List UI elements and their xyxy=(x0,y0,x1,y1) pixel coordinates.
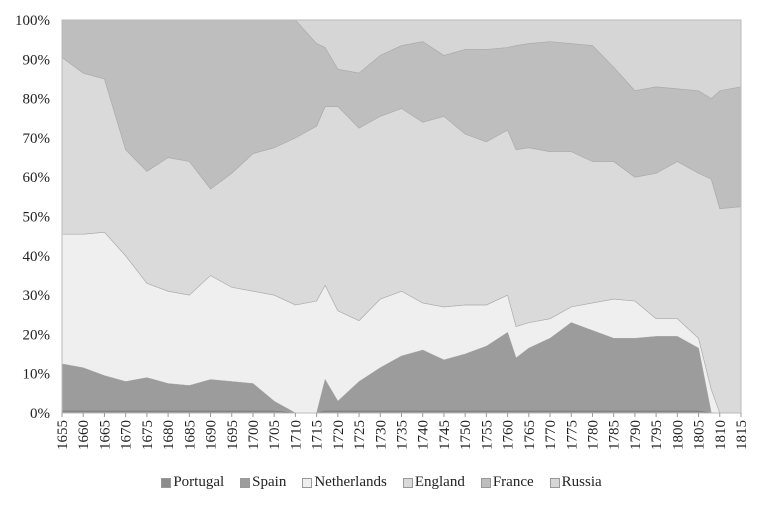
y-axis: 0% 10% 20% 30% 40% 50% 60% 70% 80% 90% 100% xyxy=(15,13,50,422)
legend-swatch xyxy=(402,477,413,488)
x-tick-label: 1785 xyxy=(607,420,623,450)
legend-item-france: France xyxy=(480,474,534,491)
y-tick-label: 60% xyxy=(23,170,51,186)
y-tick-label: 50% xyxy=(23,210,51,226)
y-tick-label: 90% xyxy=(23,52,51,68)
x-tick-label: 1700 xyxy=(246,420,262,450)
y-tick-label: 100% xyxy=(15,13,50,29)
x-tick-label: 1670 xyxy=(119,420,135,450)
stacked-area-plot: 0%10%20%30%40%50%60%70%80%90%100% 1655 16… xyxy=(15,13,750,450)
legend-item-netherlands: Netherlands xyxy=(302,474,387,491)
x-tick-label: 1730 xyxy=(373,420,389,450)
y-tick-label: 10% xyxy=(23,367,51,383)
x-tick-label: 1695 xyxy=(225,420,241,450)
legend-item-england: England xyxy=(402,474,465,491)
x-tick-label: 1790 xyxy=(628,420,644,450)
legend-item-spain: Spain xyxy=(240,474,286,491)
x-tick-label: 1740 xyxy=(416,420,432,450)
legend-label: Netherlands xyxy=(314,474,387,490)
x-tick-label: 1720 xyxy=(331,420,347,450)
legend-swatch xyxy=(480,477,491,488)
x-tick-label: 1735 xyxy=(395,420,411,450)
x-tick-label: 1705 xyxy=(267,420,283,450)
x-tick-label: 1810 xyxy=(713,420,729,450)
legend-swatch xyxy=(302,477,313,488)
x-tick-label: 1805 xyxy=(692,420,708,450)
series-areas xyxy=(61,19,742,414)
x-tick-label: 1675 xyxy=(140,420,156,450)
x-tick-label: 1770 xyxy=(543,420,559,450)
x-tick-label: 1775 xyxy=(564,420,580,450)
x-tick-label: 1800 xyxy=(670,420,686,450)
x-tick-label: 1660 xyxy=(76,420,92,450)
legend-label: Russia xyxy=(561,474,602,490)
x-tick-label: 1755 xyxy=(479,420,495,450)
x-tick-label: 1680 xyxy=(161,420,177,450)
legend-label: France xyxy=(492,474,534,490)
legend: Portugal Spain Netherlands England France Rus… xyxy=(0,474,763,491)
x-tick-label: 1745 xyxy=(437,420,453,450)
legend-item-russia: Russia xyxy=(549,474,602,491)
x-tick-label: 1715 xyxy=(310,420,326,450)
y-tick-label: 0% xyxy=(30,406,50,422)
x-tick-label: 1760 xyxy=(501,420,517,450)
y-tick-label: 20% xyxy=(23,327,51,343)
y-tick-label: 40% xyxy=(23,249,51,265)
legend-label: England xyxy=(414,474,465,490)
x-tick-label: 1690 xyxy=(204,420,220,450)
legend-swatch xyxy=(549,477,560,488)
x-tick-label: 1665 xyxy=(97,420,113,450)
legend-swatch xyxy=(161,477,172,488)
legend-item-portugal: Portugal xyxy=(161,474,224,491)
legend-swatch xyxy=(240,477,251,488)
x-tick-label: 1815 xyxy=(734,420,750,450)
x-tick-label: 1780 xyxy=(585,420,601,450)
legend-label: Spain xyxy=(252,474,287,490)
x-axis: 1655 1660 1665 1670 1675 1680 1685 1690 1695 1700… xyxy=(55,413,750,450)
y-tick-label: 70% xyxy=(23,131,51,147)
x-tick-label: 1655 xyxy=(55,420,71,450)
x-tick-label: 1750 xyxy=(458,420,474,450)
y-tick-label: 30% xyxy=(23,288,51,304)
x-tick-label: 1685 xyxy=(182,420,198,450)
x-tick-label: 1795 xyxy=(649,420,665,450)
x-tick-label: 1725 xyxy=(352,420,368,450)
y-tick-label: 80% xyxy=(23,92,51,108)
x-tick-label: 1710 xyxy=(288,420,304,450)
legend-label: Portugal xyxy=(173,474,225,490)
x-tick-label: 1765 xyxy=(522,420,538,450)
